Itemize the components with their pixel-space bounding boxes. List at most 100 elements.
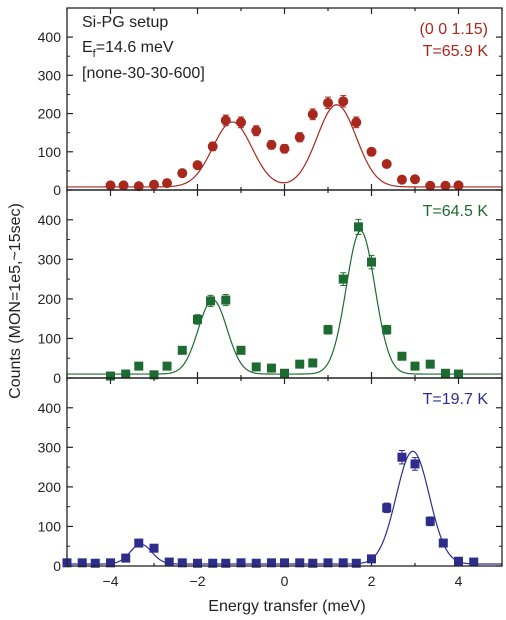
x-tick-label: 4 bbox=[455, 573, 463, 589]
data-point bbox=[177, 345, 187, 355]
y-tick-label: 100 bbox=[38, 144, 62, 160]
data-point bbox=[149, 543, 159, 553]
y-axis-label: Counts (MON=1e5,~15sec) bbox=[7, 203, 24, 399]
data-point bbox=[338, 558, 348, 568]
data-point bbox=[351, 117, 362, 128]
setup-line-2: Ef=14.6 meV bbox=[82, 39, 174, 60]
data-point bbox=[118, 180, 129, 191]
data-point bbox=[367, 257, 376, 267]
y-tick-label: 200 bbox=[38, 106, 62, 122]
data-point bbox=[382, 503, 392, 513]
data-point bbox=[381, 159, 392, 170]
y-tick-label: 400 bbox=[38, 29, 62, 45]
data-point bbox=[323, 325, 333, 335]
panel-frame bbox=[66, 377, 503, 567]
data-point bbox=[121, 369, 131, 379]
ef-symbol: E bbox=[82, 39, 93, 56]
y-tick-label: 100 bbox=[38, 518, 62, 534]
panel-label: (0 0 1.15) bbox=[420, 21, 488, 38]
y-tick-label: 400 bbox=[38, 400, 62, 416]
data-point bbox=[106, 558, 115, 568]
data-point bbox=[77, 558, 87, 568]
data-point bbox=[469, 557, 479, 567]
data-point bbox=[266, 139, 277, 150]
data-point bbox=[208, 558, 218, 568]
data-point bbox=[105, 180, 116, 191]
data-point bbox=[323, 558, 333, 568]
x-tick-label: −4 bbox=[103, 573, 119, 589]
data-point bbox=[367, 554, 376, 564]
x-tick-label: 0 bbox=[281, 573, 289, 589]
data-point bbox=[410, 361, 420, 371]
data-point bbox=[294, 132, 305, 143]
data-point bbox=[177, 558, 187, 568]
data-point bbox=[266, 363, 276, 373]
panel-label: T=65.9 K bbox=[423, 43, 489, 60]
y-tick-label: 300 bbox=[38, 251, 62, 267]
y-tick-label: 300 bbox=[38, 439, 62, 455]
setup-line-1: Si-PG setup bbox=[82, 14, 168, 31]
data-point bbox=[193, 558, 202, 568]
data-point bbox=[295, 359, 305, 369]
data-point bbox=[338, 274, 348, 284]
y-tick-label: 200 bbox=[38, 479, 62, 495]
data-point bbox=[164, 557, 174, 567]
data-point bbox=[221, 558, 231, 568]
y-tick-label: 200 bbox=[38, 291, 62, 307]
data-point bbox=[280, 368, 289, 378]
data-point bbox=[454, 556, 463, 566]
panel-label: T=64.5 K bbox=[423, 203, 489, 220]
panel-1: 0 100 200 300 400 (0 0 1.15) T=65.9 K bbox=[38, 7, 503, 198]
setup-info: Si-PG setup Ef=14.6 meV [none-30-30-600] bbox=[82, 14, 205, 82]
data-point bbox=[440, 368, 450, 378]
data-point bbox=[425, 359, 435, 369]
data-point bbox=[251, 362, 261, 372]
data-point bbox=[308, 558, 318, 568]
data-point bbox=[192, 160, 203, 171]
data-point bbox=[366, 146, 377, 157]
data-point bbox=[425, 516, 435, 526]
ef-subscript: f bbox=[93, 48, 97, 60]
data-point bbox=[454, 369, 463, 379]
data-point bbox=[193, 314, 202, 324]
panel-3: 0 100 200 300 400 T=19.7 K bbox=[38, 377, 503, 574]
data-point bbox=[351, 558, 361, 568]
setup-line-3: [none-30-30-600] bbox=[82, 65, 205, 82]
data-point bbox=[440, 180, 451, 191]
data-point bbox=[251, 558, 261, 568]
data-point bbox=[279, 143, 290, 154]
data-point bbox=[149, 370, 159, 380]
data-point bbox=[207, 141, 218, 152]
data-point bbox=[162, 361, 172, 371]
data-point bbox=[149, 179, 159, 190]
data-point bbox=[251, 125, 262, 136]
ef-value: =14.6 meV bbox=[96, 39, 174, 56]
y-tick-label: 0 bbox=[53, 370, 61, 386]
x-axis-label: Energy transfer (meV) bbox=[208, 598, 365, 615]
x-tick-label: 2 bbox=[368, 573, 376, 589]
data-point bbox=[280, 558, 289, 568]
data-point bbox=[397, 452, 407, 462]
data-point bbox=[236, 345, 246, 355]
data-point bbox=[236, 117, 246, 128]
data-point bbox=[295, 558, 305, 568]
data-point bbox=[410, 459, 420, 469]
data-point bbox=[177, 168, 188, 179]
data-point bbox=[453, 180, 464, 191]
y-tick-label: 0 bbox=[53, 558, 61, 574]
data-point bbox=[106, 371, 115, 381]
data-point bbox=[438, 538, 448, 548]
data-point bbox=[410, 174, 420, 185]
y-tick-label: 0 bbox=[53, 182, 61, 198]
fit-curve bbox=[67, 450, 502, 565]
data-point bbox=[221, 295, 231, 305]
fit-curve bbox=[67, 230, 502, 375]
data-point bbox=[266, 558, 276, 568]
panel-label: T=19.7 K bbox=[423, 391, 489, 408]
x-tick-label: −2 bbox=[190, 573, 206, 589]
data-point bbox=[134, 538, 144, 548]
data-point bbox=[134, 361, 144, 371]
y-tick-label: 100 bbox=[38, 330, 62, 346]
